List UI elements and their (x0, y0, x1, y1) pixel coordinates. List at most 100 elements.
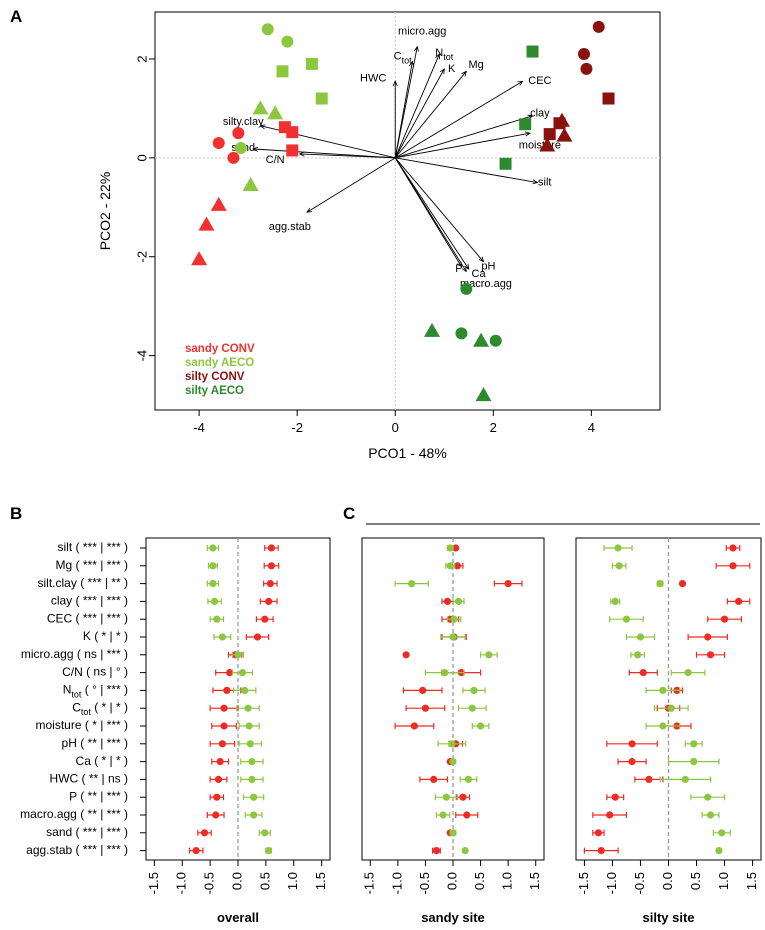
point-conv (200, 829, 209, 837)
point-conv (729, 562, 737, 570)
point-silty-conv-circle (592, 20, 605, 33)
x-tick-label: -1.5 (362, 872, 377, 894)
point-conv (639, 669, 647, 677)
vector-label-silty-clay: silty.clay (223, 116, 264, 128)
point-aeco (442, 793, 450, 801)
point-silty-aeco-circle (460, 282, 473, 295)
point-silty-aeco-square (499, 157, 512, 170)
vector-arrow-ctot (394, 61, 412, 158)
point-aeco (213, 615, 221, 623)
point-conv (597, 847, 605, 855)
point-conv (402, 651, 410, 659)
vector-label-agg-stab: agg.stab (269, 221, 311, 233)
point-conv (452, 544, 460, 552)
point-aeco (246, 740, 254, 748)
point-aeco (265, 847, 273, 855)
point-aeco (667, 704, 675, 712)
point-aeco (250, 793, 258, 801)
vector-label-hwc: HWC (360, 73, 386, 85)
vector-arrow-ca (394, 157, 469, 269)
vector-label-micro-agg: micro.agg (398, 26, 446, 38)
point-aeco (446, 544, 454, 552)
point-conv (704, 633, 712, 641)
x-tick-label: -4 (193, 420, 205, 435)
point-silty-aeco-triangle (424, 322, 441, 337)
x-tick-label: 1.0 (500, 872, 515, 890)
x-tick-label: -0.5 (202, 872, 217, 894)
point-conv (220, 704, 228, 712)
vector-arrow-silt (395, 157, 537, 183)
x-tick-label: 0 (392, 420, 399, 435)
x-tick-label: 2 (490, 420, 497, 435)
point-aeco (449, 633, 457, 641)
variable-label-ntot: Ntot ( ° | *** ) (63, 683, 128, 700)
vector-arrow-cec (395, 81, 522, 159)
point-conv (734, 597, 743, 606)
point-sandy-aeco-triangle (267, 105, 284, 120)
point-aeco (261, 829, 269, 837)
vector-label-p: P (455, 263, 462, 275)
x-tick-label: -1.0 (174, 872, 189, 894)
point-conv (410, 722, 418, 730)
vector-label-macro-agg: macro.agg (460, 278, 512, 290)
point-aeco (218, 633, 226, 641)
point-aeco (248, 775, 256, 784)
point-aeco (656, 580, 664, 588)
panel-x-title: overall (217, 910, 259, 925)
point-sandy-aeco-square (276, 65, 289, 78)
point-sandy-conv-circle (232, 127, 245, 140)
point-aeco (684, 669, 692, 677)
vector-arrow-agg-stab (307, 157, 396, 212)
point-sandy-conv-square (278, 121, 291, 134)
variable-labels: silt ( *** | *** ) Mg ( *** | *** ) silt.c… (20, 540, 146, 857)
variable-label-clay: clay ( *** | *** ) (51, 594, 128, 608)
point-aeco (615, 562, 623, 570)
x-tick-label: -1.5 (576, 872, 591, 894)
point-aeco (485, 651, 493, 659)
point-sandy-aeco-square (315, 92, 328, 105)
x-tick-label: 4 (588, 420, 595, 435)
point-conv (213, 793, 221, 801)
overall-effect-plot: -1.5 -1.0 -0.5 0.0 0.5 1.0 1.5 overall (145, 537, 331, 925)
variable-label-k: K ( * | * ) (83, 629, 128, 643)
vector-label-ca: Ca (472, 268, 487, 280)
x-tick-label: -1.0 (389, 872, 404, 894)
point-conv (214, 775, 223, 784)
point-aeco (718, 829, 726, 837)
point-aeco (659, 722, 667, 730)
point-silty-conv-triangle (556, 127, 573, 142)
variable-label-p: P ( ** | *** ) (69, 789, 128, 803)
y-tick-label: -4 (134, 350, 149, 362)
point-conv (419, 686, 427, 695)
x-tick-label: 1.5 (744, 872, 759, 890)
legend-entry-silty-conv: silty CONV (185, 371, 245, 383)
point-aeco (464, 775, 473, 784)
point-silty-conv-triangle (539, 137, 556, 152)
point-conv (267, 544, 276, 552)
point-sandy-conv-triangle (191, 251, 208, 266)
variable-label-mg: Mg ( *** | *** ) (56, 558, 128, 572)
x-tick-label: 0.0 (229, 872, 244, 890)
point-sandy-aeco-triangle (252, 100, 269, 115)
point-aeco (476, 722, 485, 730)
point-silty-aeco-triangle (473, 332, 490, 347)
point-aeco (441, 669, 449, 677)
vector-label-c-n: C/N (266, 154, 285, 166)
point-aeco (470, 686, 478, 695)
point-aeco (622, 615, 631, 623)
point-conv (267, 562, 276, 570)
point-conv (265, 597, 273, 606)
x-tick-label: 0.5 (257, 872, 272, 890)
point-sandy-conv-circle (227, 151, 240, 164)
point-aeco (209, 562, 217, 570)
point-aeco (234, 651, 242, 659)
point-sandy-aeco-triangle (242, 177, 259, 192)
point-aeco (681, 775, 689, 784)
legend-entry-silty-aeco: silty AECO (185, 385, 244, 397)
variable-label-ph: pH ( ** | *** ) (62, 736, 128, 750)
panel-letter-b: B (10, 504, 22, 523)
point-aeco (250, 811, 258, 819)
variable-label-silt-clay: silt.clay ( *** | ** ) (38, 576, 128, 590)
variable-label-sand: sand ( *** | *** ) (46, 825, 128, 839)
point-aeco (614, 544, 622, 552)
